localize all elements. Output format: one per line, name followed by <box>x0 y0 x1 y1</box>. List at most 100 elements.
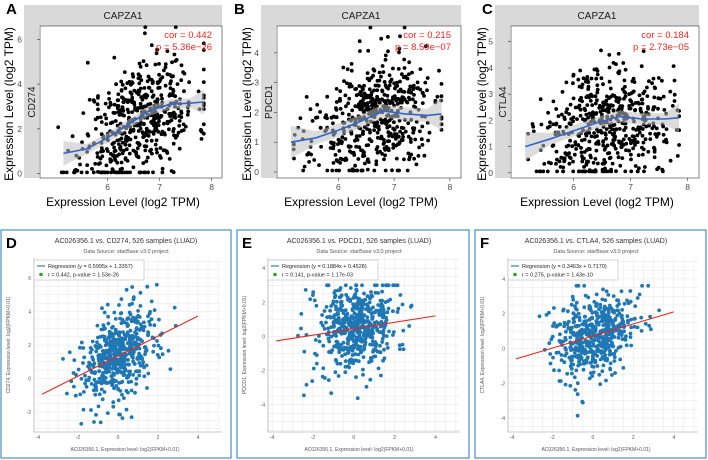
scatter-point <box>168 86 173 91</box>
scatter-point <box>338 306 343 310</box>
scatter-point <box>363 342 367 347</box>
scatter-point <box>175 82 180 86</box>
scatter-point <box>85 60 90 65</box>
scatter-point <box>95 340 99 345</box>
scatter-point <box>608 306 613 310</box>
scatter-point <box>548 120 552 125</box>
scatter-point <box>617 96 622 100</box>
scatter-point <box>122 320 127 325</box>
scatter-point <box>606 293 611 297</box>
scatter-point <box>596 335 601 340</box>
scatter-point <box>580 82 585 87</box>
scatter-point <box>99 149 103 154</box>
scatter-point <box>85 170 89 175</box>
scatter-point <box>581 76 586 81</box>
scatter-point <box>554 161 558 166</box>
scatter-point <box>602 345 607 349</box>
scatter-point <box>614 95 619 100</box>
scatter-point <box>406 121 411 126</box>
scatter-point <box>102 310 107 315</box>
scatter-point <box>573 388 578 392</box>
plot-area: -4 -2 0 2 4 -4 -2 0 2 4 <box>261 258 460 441</box>
scatter-point <box>346 298 350 302</box>
scatter-point <box>585 332 590 337</box>
y-tick-label: 2 <box>17 124 22 134</box>
scatter-point <box>409 140 413 144</box>
scatter-point <box>595 83 600 88</box>
scatter-point <box>389 77 394 82</box>
scatter-point <box>311 293 315 297</box>
scatter-point <box>601 140 606 144</box>
scatter-point <box>71 371 76 375</box>
chart-subtitle: Data Source: starBase v3.0 project <box>316 249 402 255</box>
scatter-point <box>87 375 92 380</box>
scatter-point <box>418 129 422 134</box>
correlation-label: cor = 0.184 <box>641 30 689 41</box>
scatter-point <box>427 130 432 135</box>
scatter-point <box>383 168 388 173</box>
scatter-point <box>601 169 606 174</box>
scatter-point <box>299 326 303 331</box>
scatter-point <box>407 324 412 328</box>
scatter-point <box>379 373 383 378</box>
scatter-point <box>568 345 573 350</box>
scatter-point <box>357 39 362 44</box>
scatter-point <box>138 304 143 308</box>
scatter-point <box>408 305 413 309</box>
scatter-point <box>120 356 125 361</box>
scatter-point <box>648 137 653 142</box>
scatter-point <box>600 297 605 302</box>
scatter-point <box>579 146 583 150</box>
scatter-point <box>167 112 172 116</box>
scatter-point <box>120 379 125 384</box>
scatter-point <box>621 319 626 324</box>
scatter-point <box>83 381 87 386</box>
scatter-point <box>395 310 400 314</box>
scatter-point <box>156 130 161 134</box>
scatter-point <box>398 79 402 84</box>
scatter-point <box>342 79 346 83</box>
scatter-point <box>350 359 355 364</box>
scatter-point <box>78 345 82 350</box>
scatter-point <box>311 290 316 295</box>
scatter-point <box>629 157 633 162</box>
scatter-point <box>368 333 372 338</box>
scatter-point <box>105 149 110 154</box>
scatter-point <box>301 168 306 173</box>
scatter-point <box>643 321 648 326</box>
scatter-point <box>120 151 125 156</box>
scatter-point <box>652 124 656 129</box>
scatter-point <box>147 319 152 324</box>
scatter-point <box>584 358 588 363</box>
scatter-point <box>551 122 556 127</box>
scatter-point <box>576 77 581 82</box>
scatter-point <box>138 363 143 368</box>
scatter-point <box>122 396 126 400</box>
scatter-point <box>334 100 339 104</box>
scatter-point <box>343 308 348 313</box>
scatter-point <box>595 161 600 166</box>
scatter-point <box>575 333 580 338</box>
scatter-point <box>651 76 656 81</box>
scatter-point <box>557 124 562 129</box>
scatter-point <box>319 144 323 149</box>
scatter-point <box>157 62 161 66</box>
scatter-point <box>78 162 82 167</box>
scatter-point <box>601 104 606 108</box>
scatter-point <box>86 364 90 369</box>
scatter-point <box>100 306 104 311</box>
scatter-point <box>351 150 356 155</box>
scatter-point <box>334 334 338 338</box>
scatter-point <box>611 308 616 313</box>
scatter-point <box>132 318 137 323</box>
scatter-point <box>646 149 651 154</box>
side-strip-background <box>495 26 510 178</box>
scatter-point <box>99 387 104 392</box>
scatter-point <box>616 335 621 340</box>
scatter-point <box>90 339 95 344</box>
scatter-point <box>563 353 567 358</box>
x-tick-label: 2 <box>393 435 396 441</box>
scatter-point <box>348 320 353 324</box>
scatter-point <box>380 336 385 341</box>
scatter-point <box>159 114 163 118</box>
